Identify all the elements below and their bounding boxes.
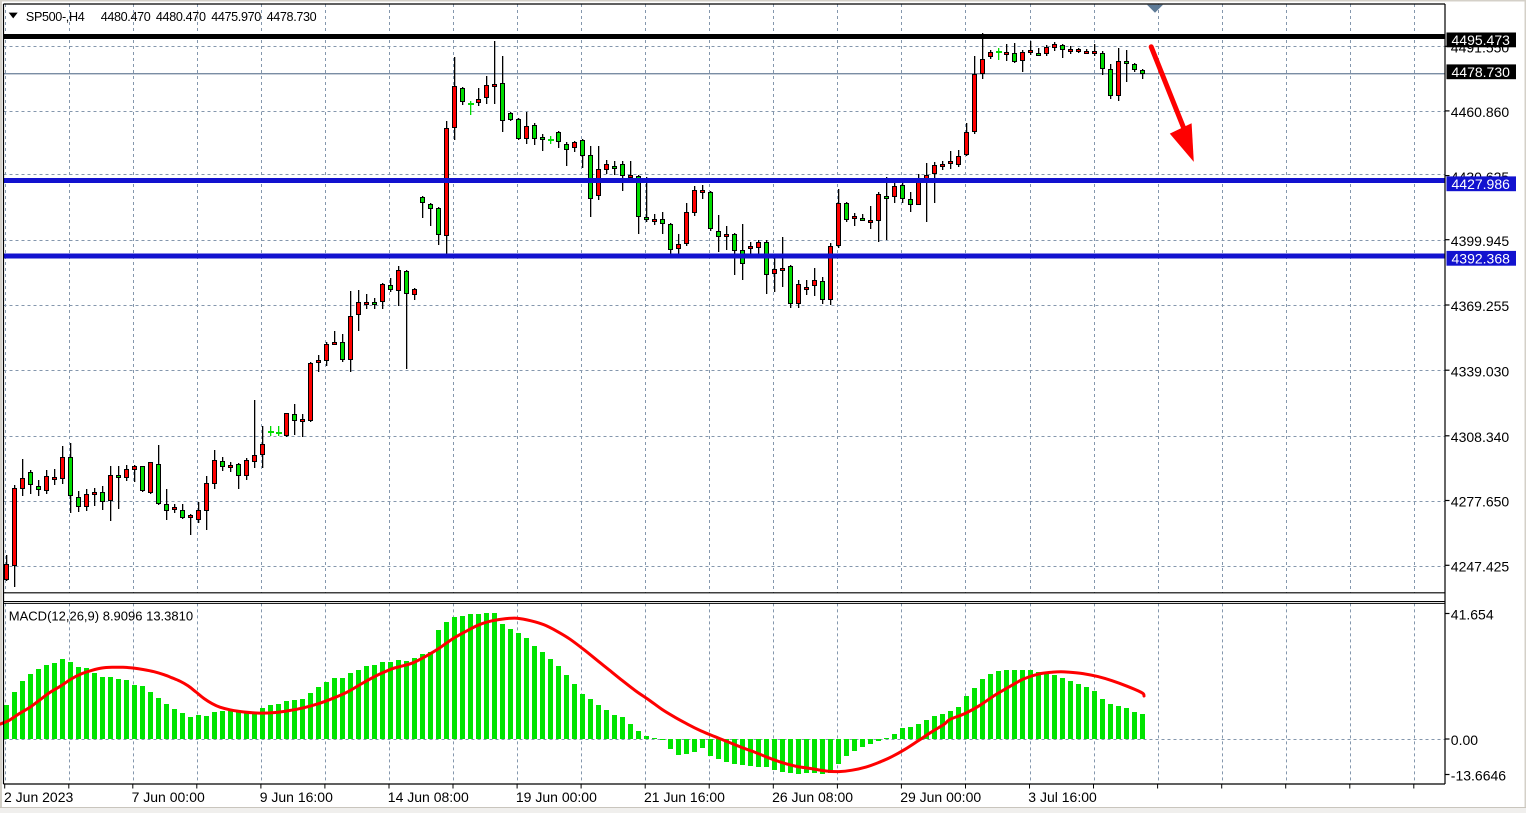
svg-text:MACD(12,26,9) 8.9096 13.3810: MACD(12,26,9) 8.9096 13.3810 bbox=[9, 608, 193, 623]
svg-text:4495.473: 4495.473 bbox=[1452, 32, 1511, 48]
svg-text:0.00: 0.00 bbox=[1451, 732, 1478, 748]
svg-text:4247.425: 4247.425 bbox=[1451, 559, 1510, 575]
svg-text:14 Jun 08:00: 14 Jun 08:00 bbox=[388, 789, 469, 805]
svg-text:41.654: 41.654 bbox=[1451, 607, 1494, 623]
svg-text:9 Jun 16:00: 9 Jun 16:00 bbox=[260, 789, 333, 805]
svg-text:2 Jun 2023: 2 Jun 2023 bbox=[4, 789, 73, 805]
svg-text:4308.340: 4308.340 bbox=[1451, 429, 1510, 445]
svg-text:4460.860: 4460.860 bbox=[1451, 104, 1510, 120]
svg-text:3 Jul 16:00: 3 Jul 16:00 bbox=[1028, 789, 1097, 805]
svg-text:7 Jun 00:00: 7 Jun 00:00 bbox=[132, 789, 205, 805]
svg-text:4392.368: 4392.368 bbox=[1452, 250, 1511, 266]
svg-text:-13.6646: -13.6646 bbox=[1451, 768, 1506, 784]
svg-text:21 Jun 16:00: 21 Jun 16:00 bbox=[644, 789, 725, 805]
svg-text:4427.986: 4427.986 bbox=[1452, 176, 1511, 192]
svg-text:4369.255: 4369.255 bbox=[1451, 298, 1510, 314]
svg-text:29 Jun 00:00: 29 Jun 00:00 bbox=[900, 789, 981, 805]
svg-text:4339.030: 4339.030 bbox=[1451, 363, 1510, 379]
svg-text:4478.730: 4478.730 bbox=[1452, 64, 1511, 80]
svg-text:4277.650: 4277.650 bbox=[1451, 494, 1510, 510]
svg-text:19 Jun 00:00: 19 Jun 00:00 bbox=[516, 789, 597, 805]
svg-text:4399.945: 4399.945 bbox=[1451, 233, 1510, 249]
svg-text:26 Jun 08:00: 26 Jun 08:00 bbox=[772, 789, 853, 805]
